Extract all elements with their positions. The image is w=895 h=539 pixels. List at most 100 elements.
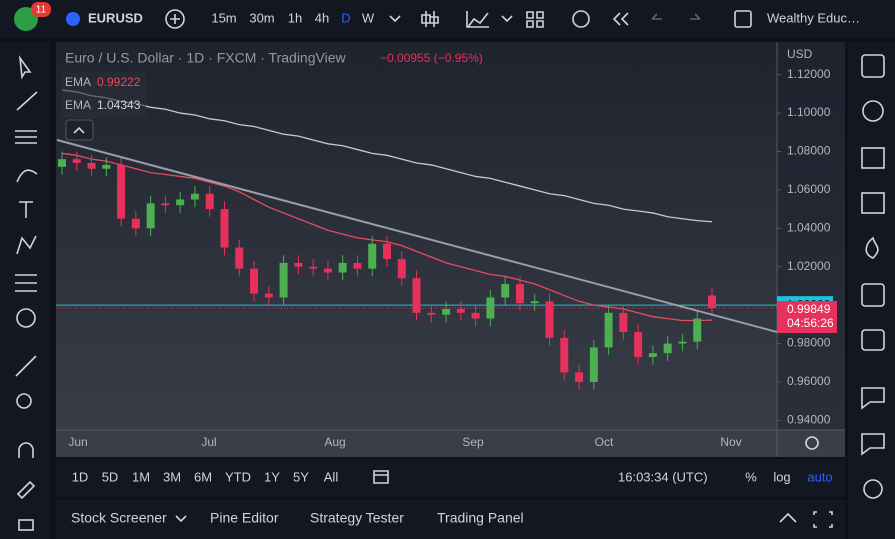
chats[interactable] bbox=[861, 387, 885, 410]
price-label: 1.10000 bbox=[787, 105, 831, 119]
candle-body bbox=[427, 312, 436, 315]
interval-menu[interactable] bbox=[389, 15, 401, 23]
interval[interactable]: 1h bbox=[288, 10, 302, 25]
candle-body bbox=[294, 262, 303, 267]
layouts[interactable] bbox=[526, 11, 544, 28]
range-button[interactable]: 5Y bbox=[293, 469, 309, 484]
indicators-menu[interactable] bbox=[501, 15, 513, 23]
pattern-tool[interactable] bbox=[16, 235, 37, 255]
help[interactable] bbox=[863, 479, 883, 499]
interval[interactable]: W bbox=[362, 10, 375, 25]
screener-menu[interactable] bbox=[175, 515, 187, 523]
range-bar bbox=[56, 459, 845, 497]
panel-tab[interactable]: Strategy Tester bbox=[310, 510, 404, 526]
last-price: 0.99849 bbox=[787, 302, 831, 316]
watchlist[interactable] bbox=[861, 54, 885, 78]
currency[interactable]: USD bbox=[787, 47, 813, 61]
range-button[interactable]: 1D bbox=[72, 469, 89, 484]
candle-body bbox=[205, 193, 214, 210]
time-label: Oct bbox=[595, 435, 614, 449]
text-tool[interactable] bbox=[19, 201, 33, 218]
candle-body bbox=[264, 293, 273, 298]
legend-value: 0.99222 bbox=[97, 75, 141, 89]
interval[interactable]: 15m bbox=[211, 10, 236, 25]
ruler-tool[interactable] bbox=[15, 355, 37, 377]
lock-tool[interactable] bbox=[18, 519, 34, 531]
indicators[interactable] bbox=[466, 11, 489, 28]
data-window[interactable] bbox=[861, 283, 885, 307]
range-button[interactable]: 3M bbox=[163, 469, 181, 484]
candle-body bbox=[560, 337, 569, 373]
candle-body bbox=[471, 312, 480, 319]
news[interactable] bbox=[861, 147, 885, 169]
fib-tool[interactable] bbox=[15, 130, 37, 144]
ideas[interactable] bbox=[861, 433, 885, 456]
percent-toggle[interactable]: % bbox=[745, 469, 757, 484]
flag bbox=[66, 12, 80, 26]
emoji-tool[interactable] bbox=[16, 308, 36, 328]
settings[interactable] bbox=[805, 436, 819, 450]
range-button[interactable]: 5D bbox=[102, 469, 119, 484]
symbol[interactable]: EURUSD bbox=[88, 10, 143, 25]
range-button[interactable]: 1Y bbox=[264, 469, 280, 484]
date-range[interactable] bbox=[373, 470, 389, 484]
hotlists[interactable] bbox=[865, 236, 879, 259]
range-button[interactable]: All bbox=[324, 469, 339, 484]
badge-count: 11 bbox=[36, 5, 47, 16]
alerts[interactable] bbox=[862, 100, 884, 122]
range-button[interactable]: 1M bbox=[132, 469, 150, 484]
range-button[interactable]: 6M bbox=[194, 469, 212, 484]
collapse-icon bbox=[73, 126, 85, 134]
log-toggle[interactable]: log bbox=[773, 469, 790, 484]
legend-value: 1.04343 bbox=[97, 98, 141, 112]
chart-pane bbox=[56, 42, 845, 457]
undo[interactable] bbox=[651, 13, 662, 20]
zoom-tool[interactable] bbox=[16, 393, 32, 409]
fullscreen-toggle[interactable] bbox=[734, 10, 752, 28]
countdown: 04:56:26 bbox=[787, 316, 834, 330]
price-change: −0.00955 (−0.95%) bbox=[380, 51, 483, 65]
replay[interactable] bbox=[612, 12, 629, 26]
time-label: Nov bbox=[720, 435, 741, 449]
candle-body bbox=[634, 332, 643, 358]
brush-tool[interactable] bbox=[16, 169, 38, 183]
range-button[interactable]: YTD bbox=[225, 469, 251, 484]
chart-type[interactable] bbox=[421, 11, 439, 27]
interval[interactable]: 4h bbox=[315, 10, 329, 25]
panel-tab[interactable]: Trading Panel bbox=[437, 510, 524, 526]
interval[interactable]: D bbox=[341, 10, 350, 25]
candle-body bbox=[161, 203, 170, 206]
candle-body bbox=[235, 247, 244, 269]
candle-body bbox=[501, 284, 510, 298]
redo[interactable] bbox=[690, 13, 701, 20]
collapse-panel[interactable] bbox=[779, 512, 797, 523]
add-symbol[interactable] bbox=[165, 9, 185, 29]
trend-line-drawing[interactable] bbox=[56, 139, 778, 333]
ema-line bbox=[61, 89, 713, 223]
candle-body bbox=[456, 308, 465, 313]
price-axis bbox=[777, 42, 845, 430]
lock-drawing[interactable] bbox=[16, 480, 36, 500]
auto-toggle[interactable]: auto bbox=[807, 469, 832, 484]
clock[interactable]: 16:03:34 (UTC) bbox=[618, 469, 708, 484]
magnet-tool[interactable] bbox=[18, 442, 34, 458]
cursor-tool[interactable] bbox=[18, 55, 32, 80]
candle-body bbox=[530, 301, 539, 304]
maximize-panel[interactable] bbox=[813, 511, 833, 528]
panel-tab[interactable]: Pine Editor bbox=[210, 510, 279, 526]
candle-body bbox=[338, 262, 347, 273]
panel-tab[interactable]: Stock Screener bbox=[71, 510, 167, 526]
collapse-legend[interactable] bbox=[65, 119, 94, 141]
account[interactable]: Wealthy Educ… bbox=[767, 10, 860, 25]
forecast-tool[interactable] bbox=[15, 274, 37, 292]
calc[interactable] bbox=[861, 329, 885, 351]
interval[interactable]: 30m bbox=[249, 10, 274, 25]
trend-line-tool[interactable] bbox=[16, 91, 38, 111]
alert[interactable] bbox=[572, 10, 590, 28]
candle-body bbox=[545, 301, 554, 338]
price-label: 0.94000 bbox=[787, 413, 831, 427]
candle-body bbox=[368, 243, 377, 269]
calendar[interactable] bbox=[861, 192, 885, 214]
legend-box bbox=[62, 72, 146, 118]
